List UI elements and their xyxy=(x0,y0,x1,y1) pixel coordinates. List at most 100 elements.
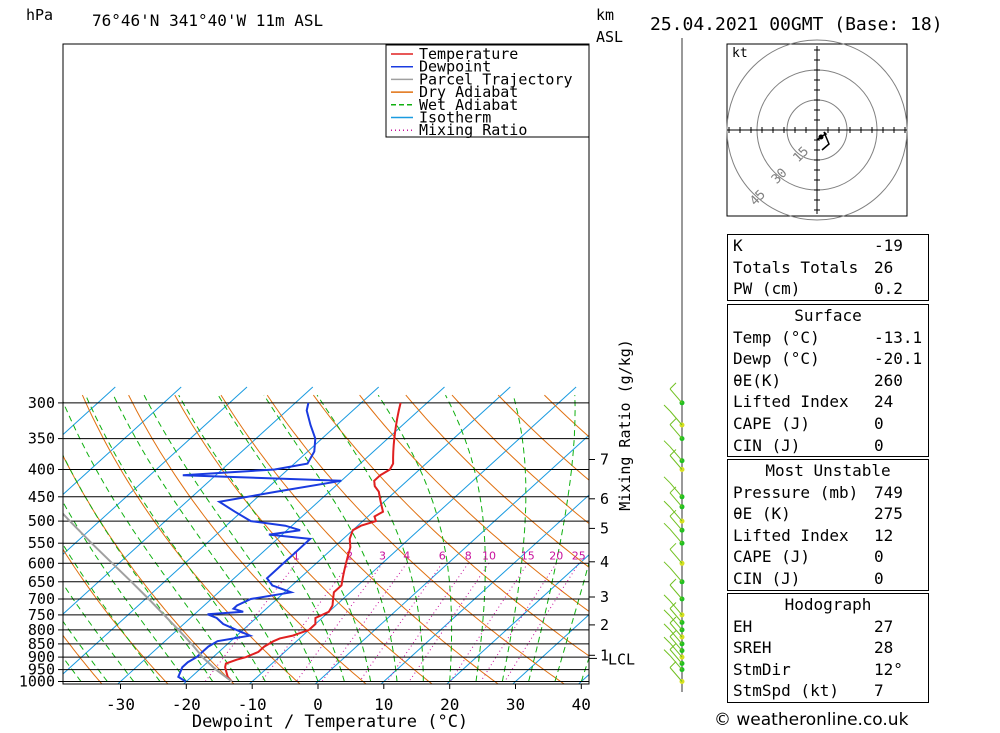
most-unstable-label: CIN (J) xyxy=(733,568,801,588)
totals-label: Totals Totals xyxy=(733,257,859,277)
most-unstable-label: θE (K) xyxy=(733,504,791,524)
dry-adiabat-line xyxy=(220,394,499,684)
pressure-tick-label: 750 xyxy=(28,606,55,624)
wind-barb-shaft xyxy=(669,584,683,600)
legend-label: Isotherm xyxy=(419,109,491,127)
dry-adiabat-line xyxy=(266,394,566,684)
plot-frame xyxy=(62,43,590,685)
hodograph-value: 7 xyxy=(874,681,884,701)
pressure-tick-label: 700 xyxy=(28,590,55,608)
hodograph-row: EH 27 xyxy=(728,616,928,638)
pressure-tick-label: 1000 xyxy=(19,673,55,691)
wind-barb-shaft xyxy=(669,636,683,651)
mixing-ratio-labels: 1 2 3 4 6 8 10 15 20 25 xyxy=(293,549,586,562)
hpa-label: hPa xyxy=(26,6,53,24)
wind-barb-feather xyxy=(669,449,677,456)
temperature-tick-label: 40 xyxy=(572,695,591,714)
pw-value: 0.2 xyxy=(874,279,903,299)
wind-barb-shaft xyxy=(669,567,683,583)
hodograph-label: EH xyxy=(733,616,753,636)
isotherm-line xyxy=(380,494,589,684)
surface-row: CIN (J) 0 xyxy=(728,435,928,457)
pressure-tick-label: 950 xyxy=(28,661,55,679)
mixing-ratio-line xyxy=(321,563,408,682)
wet-adiabat-line xyxy=(316,394,424,682)
temperature-tick-label: -20 xyxy=(172,695,201,714)
dry-adiabat-line xyxy=(497,394,589,481)
k-row: K -19 xyxy=(728,235,928,257)
most-unstable-table: Most Unstable Pressure (mb) 749 θE (K) 275 L… xyxy=(727,459,929,591)
wet-adiabat-line xyxy=(63,543,161,682)
x-axis-label: Dewpoint / Temperature (°C) xyxy=(192,712,468,732)
most-unstable-value: 0 xyxy=(874,547,884,567)
surface-value: 260 xyxy=(874,370,903,390)
dry-adiabat-line xyxy=(63,454,235,684)
height-tick-label: 7 xyxy=(600,451,609,469)
mixing-ratio-line xyxy=(386,563,469,682)
wind-barb-shaft xyxy=(669,667,683,682)
k-label: K xyxy=(733,236,743,255)
mixing-ratio-label: 8 xyxy=(465,549,472,562)
asl-label: ASL xyxy=(596,28,623,46)
km-label: km xyxy=(596,6,614,24)
hodograph-table: Hodograph EH 27 SREH 28 StmDir 12° StmSpd (kt)… xyxy=(727,593,929,703)
wet-adiabat-line xyxy=(112,394,293,682)
most-unstable-value: 275 xyxy=(874,504,903,524)
dry-adiabat-line xyxy=(63,634,103,684)
profile-lines xyxy=(63,402,402,683)
temperature-tick-label: 20 xyxy=(440,695,459,714)
isotherm-line xyxy=(63,386,248,555)
wind-barb-feather xyxy=(669,602,677,609)
most-unstable-row: CAPE (J) 0 xyxy=(728,546,928,568)
parcel-trajectory-line xyxy=(63,512,233,683)
most-unstable-value: 0 xyxy=(874,568,884,588)
legend-label: Wet Adiabat xyxy=(419,96,518,114)
surface-label: Lifted Index xyxy=(733,392,849,412)
height-tick-label: 6 xyxy=(600,490,609,508)
wet-adiabat-line xyxy=(528,395,576,682)
temperature-tick-label: -10 xyxy=(238,695,267,714)
isotherm-line xyxy=(314,434,589,684)
surface-label: Temp (°C) xyxy=(733,327,820,347)
mixing-ratio-label: 1 xyxy=(293,549,300,562)
dry-adiabat-line xyxy=(405,394,589,568)
surface-header: Surface xyxy=(794,306,862,325)
mixing-ratio-label: 15 xyxy=(521,549,535,562)
hodograph-header: Hodograph xyxy=(784,595,872,614)
pressure-tick-labels: 300 350 400 450 500 550 6006507007508008509009… xyxy=(19,394,55,691)
hodograph-value: 27 xyxy=(874,616,894,636)
wind-barb-shaft xyxy=(669,528,683,544)
wet-adiabat-line xyxy=(63,454,214,682)
hodograph-value: 28 xyxy=(874,638,894,658)
mixing-ratio-label: 25 xyxy=(572,549,586,562)
surface-row: θE(K) 260 xyxy=(728,370,928,392)
wet-adiabat-line xyxy=(178,394,345,682)
wind-barb-shaft xyxy=(669,548,683,564)
wind-barb-shaft xyxy=(669,492,683,508)
surface-row: CAPE (J) 0 xyxy=(728,413,928,435)
wind-barb-feather xyxy=(663,609,671,617)
dry-adiabat-line xyxy=(451,394,589,525)
wet-adiabat-line xyxy=(63,501,187,682)
wind-barb-shaft xyxy=(669,482,683,498)
height-tick-label: 2 xyxy=(600,616,609,634)
wind-barb-shaft xyxy=(669,615,683,631)
temperature-tick-label: 10 xyxy=(374,695,393,714)
temperature-line xyxy=(224,402,402,683)
footer-credit[interactable]: © weatheronline.co.uk xyxy=(714,710,909,730)
pw-label: PW (cm) xyxy=(733,279,801,299)
pressure-tick-label: 800 xyxy=(28,621,55,639)
most-unstable-row: Lifted Index 12 xyxy=(728,525,928,547)
wet-adiabat-line xyxy=(63,583,135,682)
wind-barb-feather xyxy=(669,418,677,425)
most-unstable-label: Lifted Index xyxy=(733,525,849,545)
most-unstable-row: Pressure (mb) 749 xyxy=(728,482,928,504)
wind-barb-shaft xyxy=(669,410,683,426)
wind-barb-shaft xyxy=(669,600,683,616)
wet-adiabat-line xyxy=(377,394,453,682)
hodograph-row: SREH 28 xyxy=(728,637,928,659)
wet-adiabat-line xyxy=(263,394,398,682)
hodograph-row: StmSpd (kt) 7 xyxy=(728,680,928,702)
pressure-tick-label: 550 xyxy=(28,534,55,552)
